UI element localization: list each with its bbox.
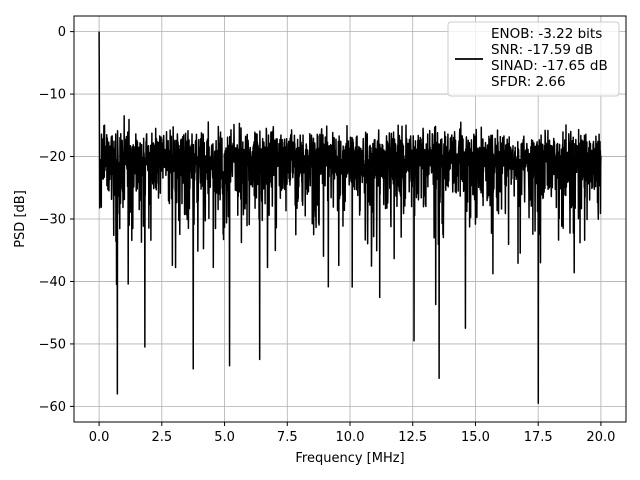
x-tick-label: 5.0 [214,430,235,445]
x-axis-label: Frequency [MHz] [295,451,404,466]
x-tick-label: 0.0 [89,430,110,445]
psd-line [98,31,602,405]
y-axis-label: PSD [dB] [13,190,28,248]
y-tick-label: −60 [39,400,66,415]
y-tick-label: −40 [39,275,66,290]
legend-entry: SINAD: -17.65 dB [491,58,608,74]
x-tick-label: 7.5 [277,430,298,445]
y-tick-label: −50 [39,337,66,352]
y-tick-label: −20 [39,150,66,165]
y-tick-label: −10 [39,88,66,103]
psd-series [98,31,602,405]
y-tick-label: 0 [58,25,66,40]
x-tick-label: 12.5 [398,430,427,445]
x-tick-label: 10.0 [336,430,365,445]
x-tick-label: 17.5 [524,430,553,445]
legend-entry: SNR: -17.59 dB [491,42,593,58]
x-tick-label: 2.5 [151,430,172,445]
x-tick-label: 20.0 [586,430,615,445]
legend-entry: SFDR: 2.66 [491,74,566,90]
legend-entry: ENOB: -3.22 bits [491,26,602,42]
legend-box [447,21,620,97]
y-tick-label: −30 [39,213,66,228]
axes: 0.0 2.5 5.0 7.5 10.0 12.5 15.0 17.5 20.0 0 −10 −20 −… [39,15,627,445]
x-tick-label: 15.0 [461,430,490,445]
